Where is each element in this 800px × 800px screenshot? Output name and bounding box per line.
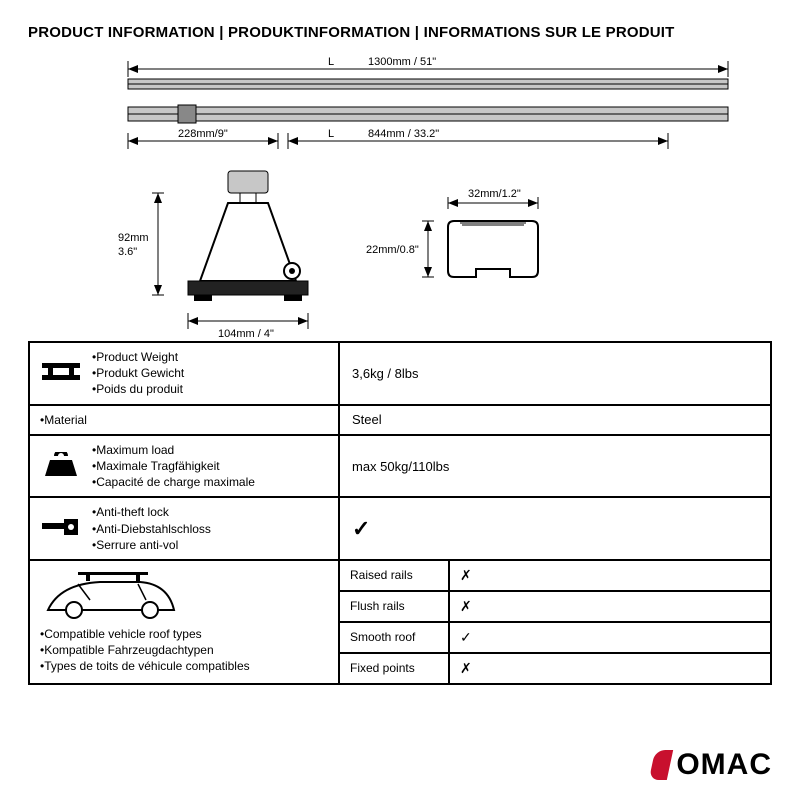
table-row-compat: •Compatible vehicle roof types •Kompatib… xyxy=(28,561,772,685)
label: •Maximale Tragfähigkeit xyxy=(92,458,255,474)
label: •Capacité de charge maximale xyxy=(92,474,255,490)
technical-diagram: L 1300mm / 51" 228mm/9" L 844mm / 33.2" xyxy=(28,51,772,341)
label: •Types de toits de véhicule compatibles xyxy=(40,658,250,674)
table-row: •Material Steel xyxy=(28,406,772,436)
page-title: PRODUCT INFORMATION | PRODUKTINFORMATION… xyxy=(0,0,800,51)
value: max 50kg/110lbs xyxy=(340,436,770,497)
label: •Poids du produit xyxy=(92,381,184,397)
svg-text:228mm/9": 228mm/9" xyxy=(178,128,228,140)
label: •Serrure anti-vol xyxy=(92,537,211,553)
profile-cross-section: 32mm/1.2" 22mm/0.8" xyxy=(366,188,538,277)
svg-text:L: L xyxy=(328,56,334,68)
value: ✓ xyxy=(340,498,770,559)
table-row: •Anti-theft lock •Anti-Diebstahlschloss … xyxy=(28,498,772,561)
logo-text: OMAC xyxy=(676,748,772,782)
compat-name: Raised rails xyxy=(340,561,450,590)
logo-mark-icon xyxy=(649,750,673,780)
compat-mark: ✓ xyxy=(450,623,770,652)
compat-name: Flush rails xyxy=(340,592,450,621)
compat-mark: ✗ xyxy=(450,654,770,683)
lock-icon xyxy=(40,515,82,543)
car-roof-icon xyxy=(40,570,180,620)
compat-name: Smooth roof xyxy=(340,623,450,652)
value: 3,6kg / 8lbs xyxy=(340,343,770,404)
compat-name: Fixed points xyxy=(340,654,450,683)
compat-mark: ✗ xyxy=(450,592,770,621)
svg-text:32mm/1.2": 32mm/1.2" xyxy=(468,188,521,200)
label: •Compatible vehicle roof types xyxy=(40,626,250,642)
svg-text:3.6": 3.6" xyxy=(118,246,137,258)
label: •Product Weight xyxy=(92,349,184,365)
bars-icon xyxy=(40,359,82,387)
value: Steel xyxy=(340,406,770,434)
compat-mark: ✗ xyxy=(450,561,770,590)
spec-table: •Product Weight •Produkt Gewicht •Poids … xyxy=(28,341,772,685)
svg-text:L: L xyxy=(328,128,334,140)
top-rail-group: L 1300mm / 51" xyxy=(128,56,728,89)
mid-rail-group: 228mm/9" L 844mm / 33.2" xyxy=(128,105,728,149)
table-row: •Maximum load •Maximale Tragfähigkeit •C… xyxy=(28,436,772,499)
svg-text:104mm / 4": 104mm / 4" xyxy=(218,328,274,340)
svg-text:22mm/0.8": 22mm/0.8" xyxy=(366,244,419,256)
svg-text:92mm: 92mm xyxy=(118,232,149,244)
foot-front-view: 92mm 3.6" 104mm / 4" xyxy=(118,171,308,340)
label: •Material xyxy=(40,412,87,428)
label: •Anti-theft lock xyxy=(92,504,211,520)
table-row: •Product Weight •Produkt Gewicht •Poids … xyxy=(28,343,772,406)
brand-logo: OMAC xyxy=(652,748,772,782)
label: •Kompatible Fahrzeugdachtypen xyxy=(40,642,250,658)
label: •Maximum load xyxy=(92,442,255,458)
weight-icon xyxy=(40,452,82,480)
svg-text:1300mm / 51": 1300mm / 51" xyxy=(368,56,436,68)
svg-text:844mm / 33.2": 844mm / 33.2" xyxy=(368,128,439,140)
label: •Anti-Diebstahlschloss xyxy=(92,521,211,537)
label: •Produkt Gewicht xyxy=(92,365,184,381)
